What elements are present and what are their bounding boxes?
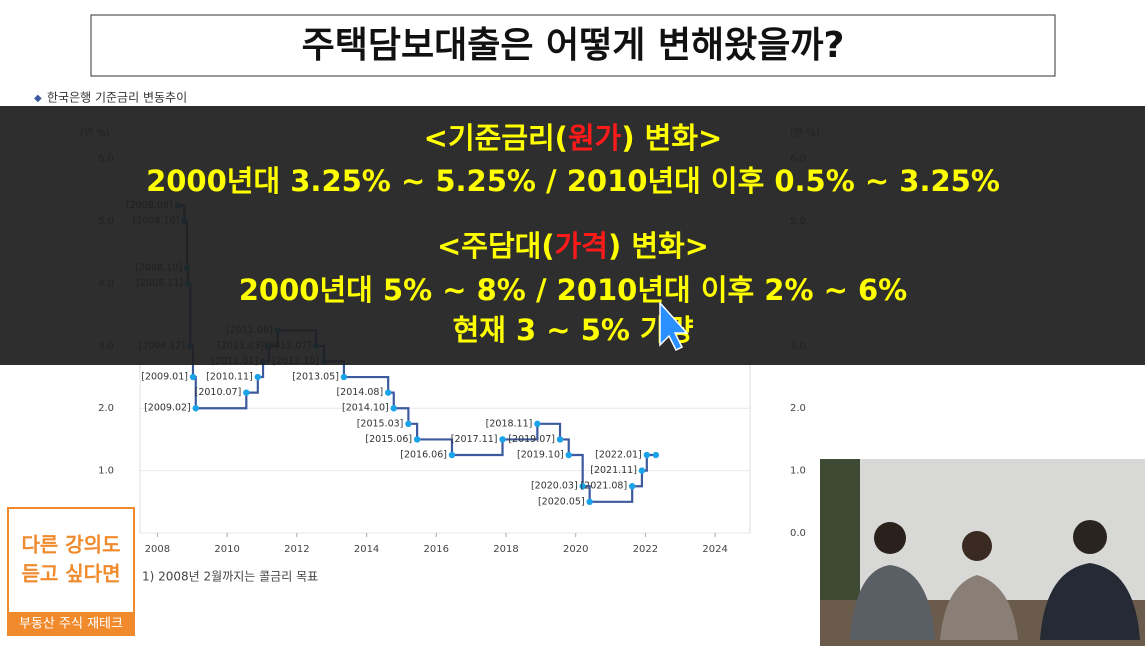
- title-box: [90, 14, 1056, 77]
- footnote: 1) 2008년 2월까지는 콜금리 목표: [142, 570, 318, 584]
- x-tick-label: 2016: [424, 544, 449, 555]
- person: [962, 531, 992, 561]
- rate-point: [628, 483, 636, 490]
- point-label: [2018.11]: [486, 418, 533, 429]
- x-tick-label: 2018: [493, 544, 518, 555]
- overlay-text: ) 변화>: [608, 229, 709, 263]
- overlay-line: 현재 3 ~ 5% 가량: [453, 313, 694, 347]
- cursor: [659, 301, 689, 352]
- x-tick-label: 2020: [563, 544, 588, 555]
- y-tick-label: 1.0: [98, 466, 114, 477]
- rate-point: [405, 420, 412, 428]
- rate-point: [243, 389, 250, 396]
- promo-band: [8, 612, 134, 635]
- overlay-band: [0, 106, 1145, 365]
- point-label: [2009.01]: [141, 372, 188, 383]
- rate-point: [390, 405, 397, 412]
- person: [940, 575, 1018, 640]
- overlay-line: <주담대(가격) 변화>: [437, 229, 709, 263]
- promo-heading: 다른 강의도: [22, 533, 121, 557]
- point-label: [2015.06]: [365, 434, 412, 445]
- promo-heading: 듣고 싶다면: [22, 562, 121, 586]
- point-label: [2019.07]: [508, 434, 555, 445]
- rate-point: [556, 436, 564, 443]
- x-tick-label: 2008: [145, 544, 170, 555]
- point-label: [2009.02]: [144, 403, 191, 414]
- point-label: [2016.06]: [400, 450, 447, 461]
- overlay-text: ) 변화>: [621, 121, 722, 155]
- rate-point: [189, 373, 197, 381]
- title: 주택담보대출은 어떻게 변해왔을까?: [302, 25, 845, 66]
- y2-tick-label: 1.0: [790, 466, 806, 477]
- x-tick-label: 2014: [354, 544, 379, 555]
- rate-point: [254, 373, 262, 381]
- overlay-text: 2000년대 3.25% ~ 5.25% / 2010년대 이후 0.5% ~ …: [146, 164, 1000, 198]
- overlay-line: 2000년대 5% ~ 8% / 2010년대 이후 2% ~ 6%: [239, 273, 908, 307]
- person: [1073, 520, 1107, 554]
- chart-caption: 한국은행 기준금리 변동추이: [47, 90, 187, 105]
- y2-tick-label: 0.0: [790, 528, 806, 539]
- point-label: [2015.03]: [357, 418, 404, 429]
- rate-point: [192, 405, 199, 412]
- webcam: [820, 459, 1145, 646]
- point-label: [2020.05]: [538, 496, 585, 507]
- point-label: [2021.11]: [590, 465, 637, 476]
- bullet: ◆: [34, 93, 42, 104]
- person: [874, 522, 906, 554]
- overlay-text: 원가: [568, 121, 622, 155]
- overlay-text: <주담대(: [437, 229, 555, 263]
- rate-point: [413, 436, 421, 443]
- rate-point: [340, 373, 348, 381]
- point-label: [2014.08]: [336, 387, 383, 398]
- rate-point: [565, 451, 572, 459]
- point-label: [2010.11]: [206, 372, 253, 383]
- promo-footer: 부동산 주식 재테크: [19, 617, 123, 632]
- rate-point: [652, 451, 660, 459]
- x-tick-label: 2024: [702, 544, 727, 555]
- point-label: [2014.10]: [342, 403, 389, 414]
- point-label: [2020.03]: [531, 481, 578, 492]
- point-label: [2017.11]: [451, 434, 498, 445]
- person: [1040, 563, 1140, 640]
- rate-point: [534, 420, 541, 428]
- overlay-text: <기준금리(: [424, 121, 568, 155]
- rate-point: [638, 467, 646, 474]
- rate-point: [499, 436, 506, 443]
- point-label: [2013.05]: [292, 372, 339, 383]
- rate-point: [448, 451, 456, 459]
- overlay-text: 2000년대 5% ~ 8% / 2010년대 이후 2% ~ 6%: [239, 273, 908, 307]
- x-tick-label: 2012: [284, 544, 309, 555]
- overlay-line: 2000년대 3.25% ~ 5.25% / 2010년대 이후 0.5% ~ …: [146, 164, 1000, 198]
- rate-point: [586, 498, 593, 506]
- overlay-text: 현재 3 ~ 5% 가량: [453, 313, 694, 347]
- x-tick-label: 2022: [633, 544, 658, 555]
- point-label: [2022.01]: [595, 450, 642, 461]
- rate-point: [643, 451, 651, 459]
- point-label: [2010.07]: [195, 387, 242, 398]
- overlay-line: <기준금리(원가) 변화>: [424, 121, 723, 155]
- rate-point: [579, 483, 586, 490]
- x-tick-label: 2010: [214, 544, 239, 555]
- y2-tick-label: 2.0: [790, 403, 806, 414]
- overlay-text: 가격: [555, 229, 608, 263]
- point-label: [2021.08]: [580, 481, 627, 492]
- point-label: [2019.10]: [517, 450, 564, 461]
- rate-point: [384, 389, 392, 396]
- person: [850, 565, 935, 640]
- y-tick-label: 2.0: [98, 403, 114, 414]
